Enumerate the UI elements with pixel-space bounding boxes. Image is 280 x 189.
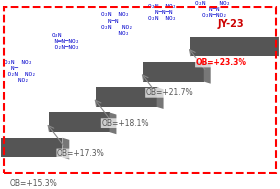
- Text: O₂N    NO₂
    N─N
  O₂N─NO₂: O₂N NO₂ N─N O₂N─NO₂: [195, 1, 230, 18]
- Text: OB=+23.3%: OB=+23.3%: [195, 58, 246, 67]
- Polygon shape: [1, 138, 62, 157]
- Polygon shape: [279, 37, 280, 58]
- Text: O₂N  NO₂
  N─N
O₂N   NO₂
     NO₂: O₂N NO₂ N─N O₂N NO₂ NO₂: [101, 12, 133, 36]
- Polygon shape: [96, 87, 157, 107]
- Text: OB=+18.1%: OB=+18.1%: [101, 119, 149, 128]
- Polygon shape: [204, 62, 211, 84]
- Polygon shape: [143, 62, 204, 82]
- Text: O₂N
 N═N─NO₂
 O₂N─NO₂: O₂N N═N─NO₂ O₂N─NO₂: [51, 33, 79, 50]
- Polygon shape: [62, 138, 69, 160]
- Text: OB=+17.3%: OB=+17.3%: [57, 149, 105, 158]
- Polygon shape: [157, 87, 164, 109]
- Polygon shape: [190, 37, 279, 56]
- Polygon shape: [48, 112, 109, 132]
- Text: O₂N  NO₂
  N─
 O₂N  NO₂
    NO₂: O₂N NO₂ N─ O₂N NO₂ NO₂: [4, 60, 36, 83]
- Text: OB=+15.3%: OB=+15.3%: [10, 179, 57, 188]
- Text: OB=+21.7%: OB=+21.7%: [146, 88, 193, 97]
- Polygon shape: [109, 112, 116, 134]
- Text: O₂N  NO₂
  N─N─N
O₂N  NO₂: O₂N NO₂ N─N─N O₂N NO₂: [148, 4, 176, 22]
- Text: JY-23: JY-23: [218, 19, 244, 29]
